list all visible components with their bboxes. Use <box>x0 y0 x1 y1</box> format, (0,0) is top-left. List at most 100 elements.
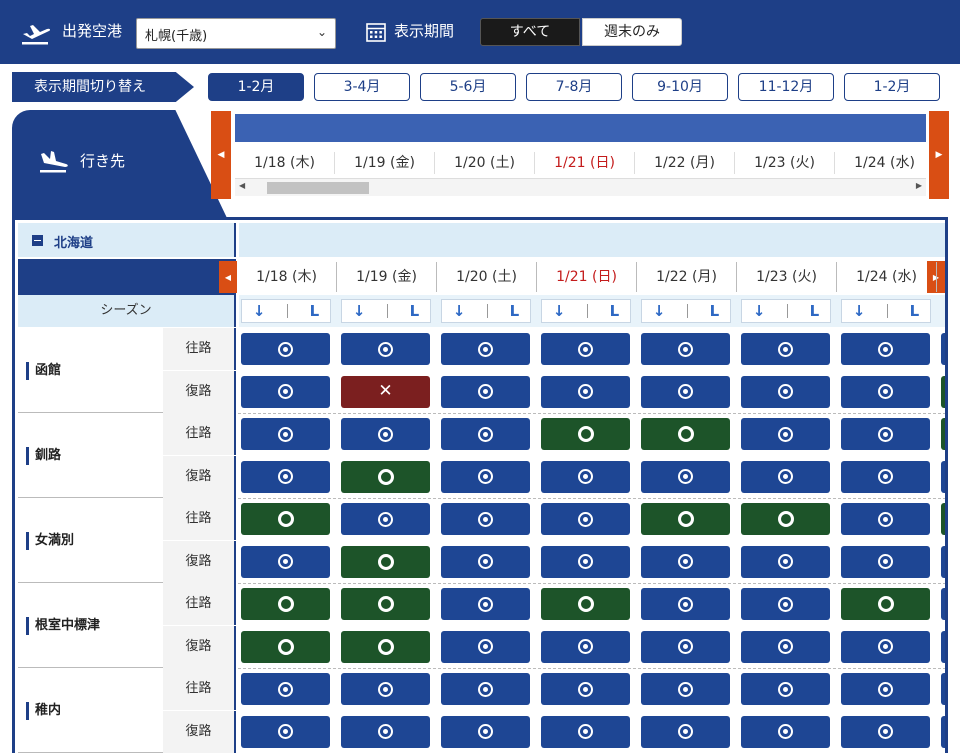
period-tab[interactable]: 5-6月 <box>420 73 516 101</box>
filter-weekend-button[interactable]: 週末のみ <box>582 18 682 46</box>
period-tab[interactable]: 1-2月 <box>844 73 940 101</box>
available-cell[interactable] <box>441 588 530 620</box>
few-seats-cell[interactable] <box>341 545 430 578</box>
available-cell[interactable] <box>941 333 945 365</box>
sort-controls[interactable]: ↓ L <box>741 299 831 323</box>
filter-all-button[interactable]: すべて <box>480 18 580 46</box>
sort-controls[interactable]: ↓ L <box>441 299 531 323</box>
available-cell[interactable] <box>241 715 330 748</box>
available-cell[interactable] <box>441 418 530 450</box>
available-cell[interactable] <box>641 375 730 408</box>
period-tab[interactable]: 3-4月 <box>314 73 410 101</box>
sort-controls[interactable]: ↓ L <box>841 299 931 323</box>
few-seats-cell[interactable] <box>341 588 430 620</box>
available-cell[interactable] <box>441 673 530 705</box>
horizontal-scrollbar[interactable]: ◀ ▶ <box>235 178 926 196</box>
grid-scroll-left-button[interactable]: ◀ <box>219 261 237 293</box>
available-cell[interactable] <box>341 715 430 748</box>
available-cell[interactable] <box>541 375 630 408</box>
sort-l-button[interactable]: L <box>809 302 820 320</box>
airport-select[interactable]: 札幌(千歳) ⌄ <box>136 18 336 49</box>
available-cell[interactable] <box>641 588 730 620</box>
available-cell[interactable] <box>441 503 530 535</box>
scroll-left-small-icon[interactable]: ◀ <box>239 181 246 190</box>
sort-l-button[interactable]: L <box>909 302 920 320</box>
available-cell[interactable] <box>641 673 730 705</box>
available-cell[interactable] <box>241 418 330 450</box>
few-seats-cell[interactable] <box>641 503 730 535</box>
available-cell[interactable] <box>541 503 630 535</box>
few-seats-cell[interactable] <box>941 418 945 450</box>
sort-down-icon[interactable]: ↓ <box>552 302 566 320</box>
available-cell[interactable] <box>941 630 945 663</box>
sort-controls[interactable]: ↓ L <box>541 299 631 323</box>
sort-down-icon[interactable]: ↓ <box>252 302 266 320</box>
available-cell[interactable] <box>841 418 930 450</box>
available-cell[interactable] <box>941 588 945 620</box>
few-seats-cell[interactable] <box>541 418 630 450</box>
available-cell[interactable] <box>541 545 630 578</box>
available-cell[interactable] <box>441 375 530 408</box>
available-cell[interactable] <box>941 715 945 748</box>
few-seats-cell[interactable] <box>641 418 730 450</box>
few-seats-cell[interactable] <box>741 503 830 535</box>
scroll-left-button[interactable]: ◀ <box>211 111 231 199</box>
scrollbar-thumb[interactable] <box>267 182 369 194</box>
sort-down-icon[interactable]: ↓ <box>752 302 766 320</box>
available-cell[interactable] <box>941 673 945 705</box>
few-seats-cell[interactable] <box>241 503 330 535</box>
sort-down-icon[interactable]: ↓ <box>852 302 866 320</box>
sort-l-button[interactable]: L <box>309 302 320 320</box>
available-cell[interactable] <box>541 715 630 748</box>
available-cell[interactable] <box>241 673 330 705</box>
few-seats-cell[interactable] <box>241 630 330 663</box>
available-cell[interactable] <box>441 460 530 493</box>
available-cell[interactable] <box>341 333 430 365</box>
available-cell[interactable] <box>641 545 730 578</box>
sort-l-button[interactable]: L <box>509 302 520 320</box>
available-cell[interactable] <box>441 545 530 578</box>
available-cell[interactable] <box>741 588 830 620</box>
sold-out-cell[interactable]: ✕ <box>341 375 430 408</box>
available-cell[interactable] <box>441 715 530 748</box>
sort-l-button[interactable]: L <box>609 302 620 320</box>
available-cell[interactable] <box>541 673 630 705</box>
few-seats-cell[interactable] <box>841 588 930 620</box>
available-cell[interactable] <box>841 545 930 578</box>
period-tab[interactable]: 11-12月 <box>738 73 834 101</box>
available-cell[interactable] <box>841 715 930 748</box>
period-tab[interactable]: 7-8月 <box>526 73 622 101</box>
available-cell[interactable] <box>341 418 430 450</box>
few-seats-cell[interactable] <box>241 588 330 620</box>
available-cell[interactable] <box>241 333 330 365</box>
period-tab[interactable]: 1-2月 <box>208 73 304 101</box>
available-cell[interactable] <box>741 630 830 663</box>
available-cell[interactable] <box>741 715 830 748</box>
available-cell[interactable] <box>341 503 430 535</box>
available-cell[interactable] <box>741 673 830 705</box>
available-cell[interactable] <box>241 545 330 578</box>
available-cell[interactable] <box>941 460 945 493</box>
available-cell[interactable] <box>241 460 330 493</box>
sort-controls[interactable]: ↓ L <box>341 299 431 323</box>
sort-down-icon[interactable]: ↓ <box>652 302 666 320</box>
available-cell[interactable] <box>841 333 930 365</box>
available-cell[interactable] <box>441 333 530 365</box>
available-cell[interactable] <box>841 460 930 493</box>
available-cell[interactable] <box>741 418 830 450</box>
sort-controls[interactable]: ↓ L <box>241 299 331 323</box>
available-cell[interactable] <box>641 333 730 365</box>
sort-l-button[interactable]: L <box>709 302 720 320</box>
available-cell[interactable] <box>741 333 830 365</box>
available-cell[interactable] <box>841 630 930 663</box>
available-cell[interactable] <box>341 673 430 705</box>
collapse-icon[interactable] <box>32 235 43 246</box>
few-seats-cell[interactable] <box>341 630 430 663</box>
few-seats-cell[interactable] <box>541 588 630 620</box>
available-cell[interactable] <box>741 545 830 578</box>
scroll-right-small-icon[interactable]: ▶ <box>915 181 922 190</box>
available-cell[interactable] <box>741 460 830 493</box>
available-cell[interactable] <box>541 333 630 365</box>
period-tab[interactable]: 9-10月 <box>632 73 728 101</box>
sort-controls[interactable]: ↓ L <box>641 299 731 323</box>
